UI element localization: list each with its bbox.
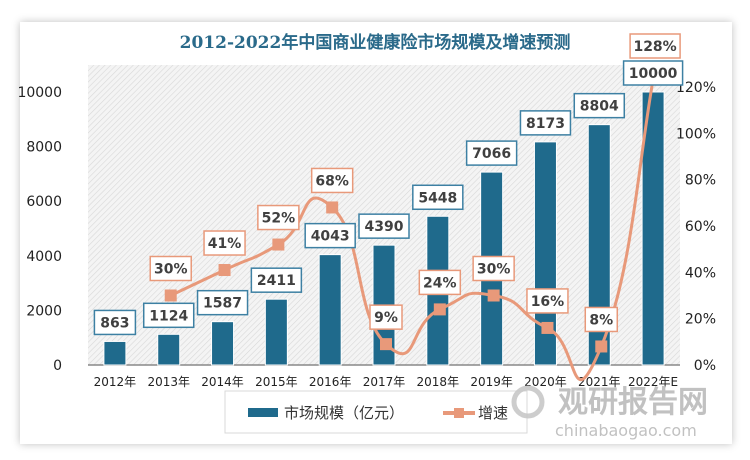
growth-value-label: 30% xyxy=(154,262,188,278)
bar-value-label-box xyxy=(304,222,356,249)
bar-value-label-box xyxy=(622,60,684,86)
bar-value-label: 1587 xyxy=(203,296,242,312)
y-left-tick-label: 10000 xyxy=(17,85,62,101)
x-tick-label: 2019年 xyxy=(470,375,513,389)
y-right-tick-label: 40% xyxy=(685,265,716,281)
growth-value-label-box xyxy=(526,288,569,314)
bar-value-label: 1124 xyxy=(149,308,188,324)
bar-value-label: 5448 xyxy=(418,190,457,206)
growth-value-label-box xyxy=(310,167,354,194)
y-right-tick-label: 80% xyxy=(685,173,716,189)
growth-value-label: 52% xyxy=(262,211,296,227)
growth-marker xyxy=(326,201,339,214)
bar-value-label-box xyxy=(196,289,249,316)
y-left-tick-label: 6000 xyxy=(26,194,62,210)
y-right-tick-label: 100% xyxy=(676,126,716,142)
growth-value-label: 16% xyxy=(531,294,565,310)
growth-value-label-box xyxy=(629,33,681,59)
growth-marker xyxy=(595,340,608,353)
growth-marker xyxy=(380,338,392,351)
y-right-tick-label: 60% xyxy=(685,219,716,235)
bar-value-label: 10000 xyxy=(629,66,678,82)
bar xyxy=(103,340,127,366)
legend-bar-swatch xyxy=(248,408,278,417)
bar xyxy=(157,333,181,366)
bar-value-label-box xyxy=(250,267,303,293)
growth-value-label-box xyxy=(203,230,246,256)
legend-line-marker xyxy=(454,408,464,418)
bar-value-label-box xyxy=(412,184,464,211)
growth-marker xyxy=(272,238,285,251)
growth-value-label: 30% xyxy=(477,262,511,278)
growth-marker xyxy=(541,321,554,334)
y-right-tick-label: 20% xyxy=(685,312,716,328)
x-tick-label: 2017年 xyxy=(363,375,406,389)
watermark-url: chinabaogao.com xyxy=(555,421,697,440)
bar xyxy=(587,124,611,366)
legend: 市场规模（亿元） 增速 xyxy=(224,390,528,434)
y-left-tick-label: 2000 xyxy=(26,303,62,319)
x-tick-label: 2022年E xyxy=(628,375,678,389)
bar-value-label-box xyxy=(358,213,410,239)
growth-value-label: 24% xyxy=(423,275,457,291)
growth-value-label: 128% xyxy=(633,39,676,55)
growth-value-label-box xyxy=(149,255,192,282)
growth-value-label: 9% xyxy=(374,310,398,326)
bar-value-label: 8804 xyxy=(580,99,619,115)
growth-value-label-box xyxy=(584,306,619,333)
x-tick-label: 2015年 xyxy=(255,375,298,389)
watermark: 观研报告网 chinabaogao.com xyxy=(511,385,708,440)
x-tick-label: 2021年 xyxy=(578,375,621,389)
growth-value-label-box xyxy=(257,204,300,231)
legend-bar-label: 市场规模（亿元） xyxy=(284,404,404,422)
x-tick-label: 2013年 xyxy=(147,375,190,389)
y-left-tick-label: 0 xyxy=(53,358,62,374)
growth-value-label-box xyxy=(369,304,403,330)
x-tick-label: 2018年 xyxy=(417,375,460,389)
growth-marker xyxy=(164,289,177,302)
growth-value-label-box xyxy=(472,255,515,282)
growth-marker xyxy=(487,289,500,302)
y-right-tick-label: 0% xyxy=(694,358,716,374)
bar-value-label-box xyxy=(142,302,195,329)
x-tick-label: 2014年 xyxy=(201,375,244,389)
growth-value-label-box xyxy=(418,269,462,296)
bar-value-label: 4043 xyxy=(311,229,350,245)
y-left-tick-label: 4000 xyxy=(26,249,62,265)
growth-marker xyxy=(218,264,231,277)
bar xyxy=(318,254,342,366)
bar-value-label: 4390 xyxy=(365,219,404,235)
bar xyxy=(264,298,288,366)
growth-value-label: 41% xyxy=(208,236,242,252)
bar xyxy=(641,91,665,366)
chart-title: 2012-2022年中国商业健康险市场规模及增速预测 xyxy=(180,32,571,53)
x-tick-label: 2020年 xyxy=(524,375,567,389)
bar-value-label-box xyxy=(573,92,626,119)
bar-value-label: 8173 xyxy=(526,116,565,132)
bar-value-label: 2411 xyxy=(257,273,296,289)
watermark-name: 观研报告网 xyxy=(558,385,708,420)
bar-value-label-box xyxy=(519,110,572,136)
bar-value-label: 863 xyxy=(100,315,129,331)
x-tick-label: 2012年 xyxy=(94,375,137,389)
y-left-tick-label: 8000 xyxy=(26,140,62,156)
x-tick-label: 2016年 xyxy=(309,375,352,389)
growth-value-label: 8% xyxy=(589,312,613,328)
bar-value-label: 7066 xyxy=(472,146,511,162)
legend-line-label: 增速 xyxy=(478,404,508,422)
watermark-logo-icon xyxy=(511,385,545,419)
bar xyxy=(211,321,235,366)
y-right-tick-label: 120% xyxy=(676,80,716,96)
growth-value-label: 68% xyxy=(315,173,349,189)
growth-marker xyxy=(433,303,446,316)
bar-value-label-box xyxy=(465,140,518,166)
bar-value-label-box xyxy=(93,309,137,336)
